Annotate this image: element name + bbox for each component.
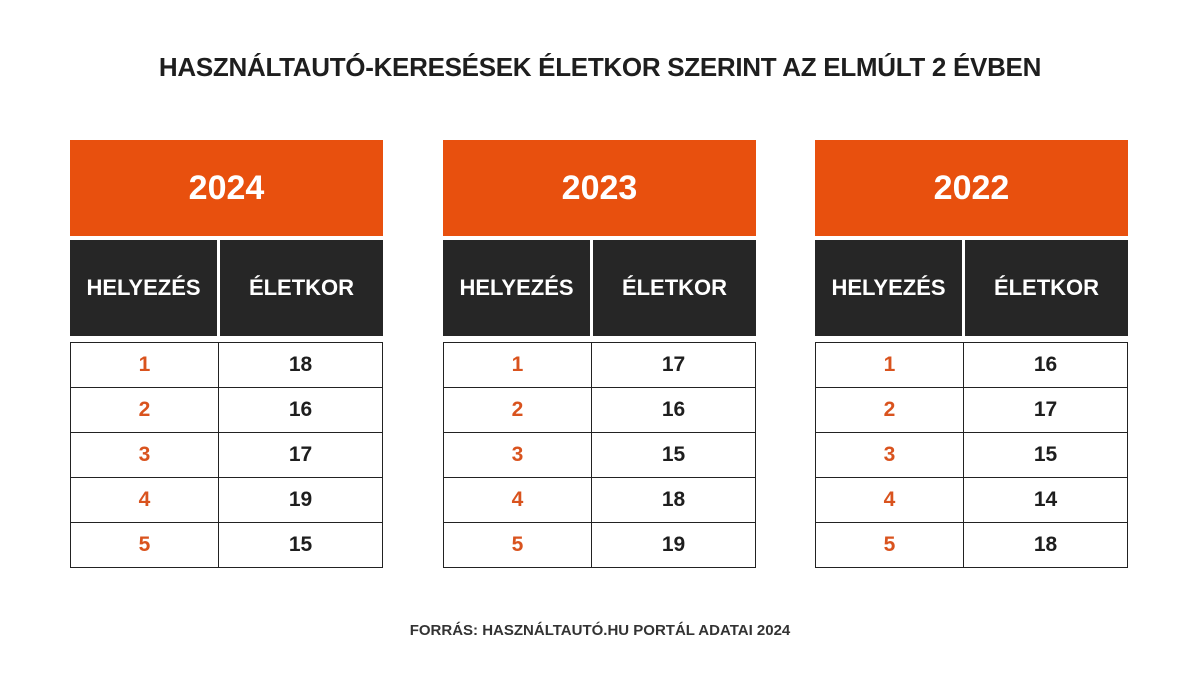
column-header: HELYEZÉS [70,240,217,336]
column-headers: HELYEZÉS ÉLETKOR [815,240,1128,336]
table-row: 4 18 [444,477,755,522]
rank-cell: 3 [71,433,219,477]
age-cell: 15 [1033,443,1058,466]
table-row: 5 18 [816,522,1127,567]
table-body: 1 17 2 16 3 15 4 18 5 19 [443,342,756,568]
table-row: 5 15 [71,522,382,567]
table-row: 4 14 [816,477,1127,522]
table-row: 3 15 [444,432,755,477]
age-cell: 14 [1033,488,1058,511]
rank-cell: 1 [816,343,964,387]
age-cell: 17 [288,443,313,466]
year-header: 2022 [815,140,1128,236]
age-cell: 18 [288,353,313,376]
rank-cell: 4 [71,478,219,522]
age-cell: 19 [661,533,686,556]
column-header: HELYEZÉS [443,240,590,336]
source: FORRÁS: HASZNÁLTAUTÓ.HU PORTÁL ADATAI 20… [409,622,791,639]
rank-cell: 1 [71,343,219,387]
table-row: 3 17 [71,432,382,477]
age-cell: 16 [661,398,686,421]
rank-cell: 4 [444,478,592,522]
age-cell: 18 [661,488,686,511]
table-row: 2 16 [444,387,755,432]
year-header: 2023 [443,140,756,236]
ranking-table: 2023 HELYEZÉS ÉLETKOR 1 17 2 16 3 15 4 18 5 19 [443,140,756,568]
column-header: ÉLETKOR [965,240,1128,336]
age-cell: 17 [661,353,686,376]
table-row: 1 17 [444,343,755,387]
rank-cell: 5 [71,523,219,567]
ranking-table: 2022 HELYEZÉS ÉLETKOR 1 16 2 17 3 15 4 14 5 18 [815,140,1128,568]
column-header: ÉLETKOR [220,240,383,336]
age-cell: 19 [288,488,313,511]
table-body: 1 18 2 16 3 17 4 19 5 15 [70,342,383,568]
table-row: 1 18 [71,343,382,387]
column-header: ÉLETKOR [593,240,756,336]
rank-cell: 2 [71,388,219,432]
column-header: HELYEZÉS [815,240,962,336]
table-row: 5 19 [444,522,755,567]
table-row: 2 17 [816,387,1127,432]
table-row: 1 16 [816,343,1127,387]
rank-cell: 4 [816,478,964,522]
rank-cell: 5 [444,523,592,567]
ranking-table: 2024 HELYEZÉS ÉLETKOR 1 18 2 16 3 17 4 19 5 15 [70,140,383,568]
rank-cell: 1 [444,343,592,387]
table-body: 1 16 2 17 3 15 4 14 5 18 [815,342,1128,568]
year-header: 2024 [70,140,383,236]
table-row: 4 19 [71,477,382,522]
table-row: 2 16 [71,387,382,432]
age-cell: 16 [288,398,313,421]
rank-cell: 3 [444,433,592,477]
age-cell: 18 [1033,533,1058,556]
column-headers: HELYEZÉS ÉLETKOR [443,240,756,336]
age-cell: 15 [288,533,313,556]
title: HASZNÁLTAUTÓ-KERESÉSEK ÉLETKOR SZERINT A… [158,52,1042,82]
rank-cell: 2 [816,388,964,432]
rank-cell: 3 [816,433,964,477]
rank-cell: 5 [816,523,964,567]
age-cell: 15 [661,443,686,466]
age-cell: 17 [1033,398,1058,421]
column-headers: HELYEZÉS ÉLETKOR [70,240,383,336]
rank-cell: 2 [444,388,592,432]
age-cell: 16 [1033,353,1058,376]
table-row: 3 15 [816,432,1127,477]
